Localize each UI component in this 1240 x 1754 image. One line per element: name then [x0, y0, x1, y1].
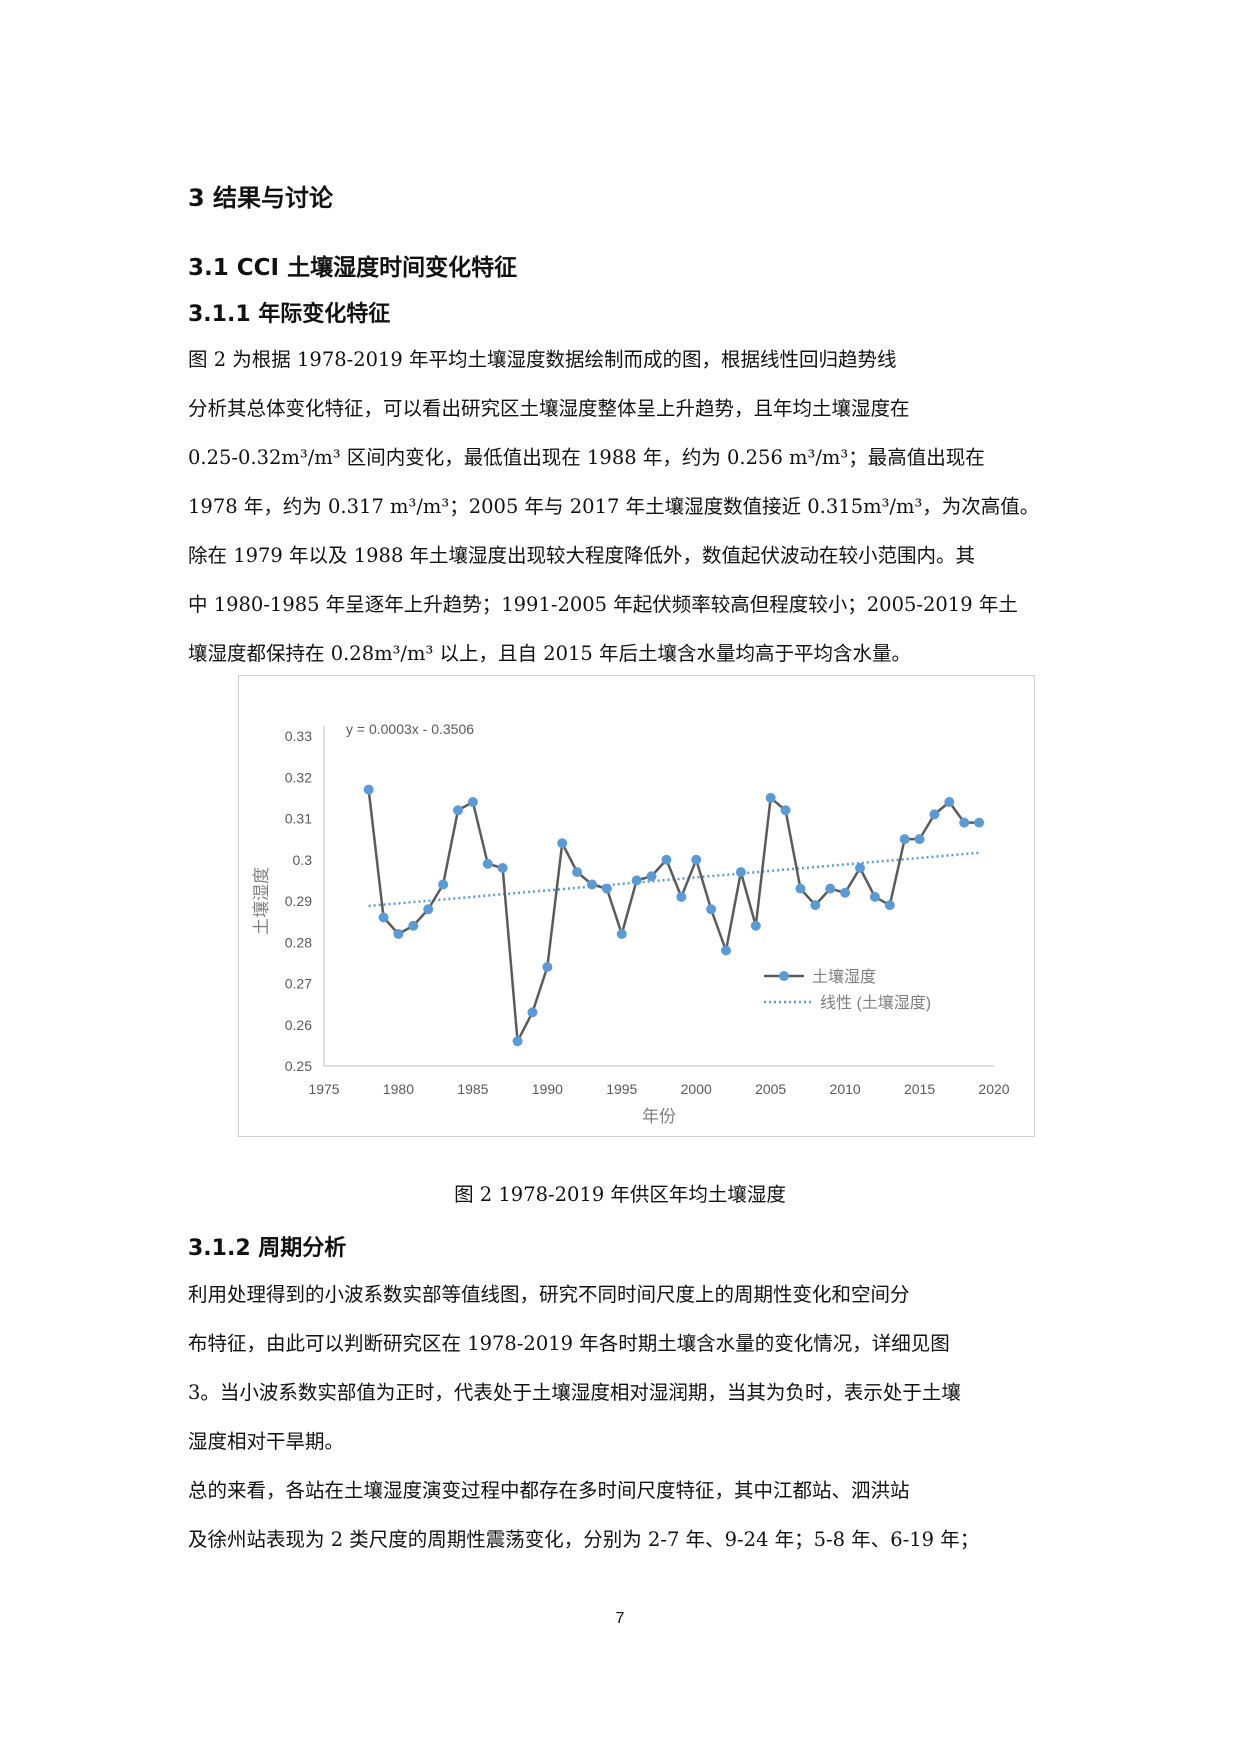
data-point — [467, 797, 478, 807]
paragraph-stations: 总的来看，各站在土壤湿度演变过程中都存在多时间尺度特征，其中江都站、泗洪站 及徐… — [188, 1466, 1058, 1564]
subsubsection-heading-interannual: 3.1.1 年际变化特征 — [188, 302, 391, 327]
subsubsection-heading-period: 3.1.2 周期分析 — [188, 1236, 347, 1261]
y-tick-label: 0.28 — [285, 934, 312, 950]
paragraph-line: 湿度相对干旱期。 — [188, 1430, 345, 1453]
data-point — [944, 797, 955, 807]
y-tick-label: 0.25 — [285, 1058, 312, 1074]
data-point — [929, 809, 940, 820]
paragraph-wavelet: 利用处理得到的小波系数实部等值线图，研究不同时间尺度上的周期性变化和空间分 布特… — [188, 1270, 1058, 1466]
y-tick-label: 0.26 — [285, 1017, 312, 1033]
data-point — [542, 962, 553, 972]
data-point — [855, 863, 865, 873]
paragraph-line: 中 1980-1985 年呈逐年上升趋势；1991-2005 年起伏频率较高但程… — [188, 593, 1018, 616]
data-point — [378, 912, 389, 923]
data-point — [765, 792, 776, 803]
data-point — [393, 929, 404, 939]
paragraph-interannual: 图 2 为根据 1978-2019 年平均土壤湿度数据绘制而成的图，根据线性回归… — [188, 335, 1058, 678]
y-tick-label: 0.27 — [285, 976, 312, 992]
data-point — [601, 883, 612, 894]
data-point — [587, 879, 597, 890]
x-tick-label: 1995 — [606, 1081, 637, 1097]
subsection-heading: 3.1 CCI 土壤湿度时间变化特征 — [188, 255, 518, 281]
data-point — [795, 883, 806, 894]
x-tick-label: 2015 — [904, 1081, 935, 1097]
data-point — [557, 838, 568, 849]
paragraph-line: 分析其总体变化特征，可以看出研究区土壤湿度整体呈上升趋势，且年均土壤湿度在 — [188, 397, 910, 420]
legend-marker-soil-moisture — [779, 971, 789, 981]
data-point — [527, 1007, 538, 1018]
paragraph-line: 除在 1979 年以及 1988 年土壤湿度出现较大程度降低外，数值起伏波动在较… — [188, 544, 976, 567]
figure-caption: 图 2 1978-2019 年供区年均土壤湿度 — [454, 1183, 786, 1206]
paragraph-line: 1978 年，约为 0.317 m³/m³；2005 年与 2017 年土壤湿度… — [188, 495, 1040, 518]
paragraph-line: 及徐州站表现为 2 类尺度的周期性震荡变化，分别为 2-7 年、9-24 年；5… — [188, 1528, 980, 1551]
data-point — [572, 867, 583, 878]
data-point — [974, 817, 985, 828]
data-point — [780, 805, 791, 816]
data-point — [616, 929, 627, 939]
paragraph-line: 利用处理得到的小波系数实部等值线图，研究不同时间尺度上的周期性变化和空间分 — [188, 1283, 910, 1306]
data-point — [735, 867, 746, 878]
y-tick-label: 0.32 — [285, 769, 312, 785]
data-point — [959, 817, 970, 828]
x-tick-label: 1985 — [457, 1081, 488, 1097]
data-point — [482, 858, 493, 869]
data-point — [721, 945, 731, 956]
data-point — [676, 891, 687, 902]
data-point — [512, 1036, 523, 1047]
data-point — [453, 805, 463, 816]
data-point — [884, 900, 895, 911]
data-point — [706, 904, 717, 915]
x-tick-label: 2020 — [978, 1081, 1009, 1097]
data-point — [810, 900, 821, 911]
paragraph-line: 布特征，由此可以判断研究区在 1978-2019 年各时期土壤含水量的变化情况，… — [188, 1332, 950, 1355]
line-chart: 0.25 0.26 0.27 0.28 0.29 0.3 0.31 0.32 0.33 1975 1… — [251, 721, 1010, 1126]
x-axis-title: 年份 — [642, 1107, 676, 1126]
data-point — [423, 904, 434, 915]
page-number: 7 — [615, 1610, 625, 1627]
x-tick-label: 1980 — [383, 1081, 414, 1097]
data-point — [661, 854, 672, 865]
figure-2-chart: 0.25 0.26 0.27 0.28 0.29 0.3 0.31 0.32 0.33 1975 1… — [238, 675, 1035, 1137]
y-tick-label: 0.31 — [285, 811, 312, 827]
paragraph-line: 图 2 为根据 1978-2019 年平均土壤湿度数据绘制而成的图，根据线性回归… — [188, 348, 897, 371]
data-point — [363, 784, 374, 795]
paragraph-line: 0.25-0.32m³/m³ 区间内变化，最低值出现在 1988 年，约为 0.… — [188, 446, 985, 469]
y-tick-label: 0.29 — [285, 893, 312, 909]
legend-label-soil-moisture: 土壤湿度 — [812, 967, 876, 986]
x-tick-label: 2010 — [830, 1081, 861, 1097]
x-tick-label: 1990 — [532, 1081, 563, 1097]
x-tick-label: 1975 — [308, 1081, 339, 1097]
y-tick-label: 0.3 — [293, 852, 313, 868]
x-tick-label: 2000 — [681, 1081, 712, 1097]
paragraph-line: 总的来看，各站在土壤湿度演变过程中都存在多时间尺度特征，其中江都站、泗洪站 — [188, 1479, 910, 1502]
data-point — [438, 879, 449, 890]
data-point — [914, 834, 925, 845]
data-point — [408, 920, 419, 931]
data-point — [631, 875, 642, 886]
data-point — [497, 863, 508, 873]
section-heading: 3 结果与讨论 — [188, 184, 334, 212]
data-point — [646, 871, 657, 882]
paragraph-line: 壤湿度都保持在 0.28m³/m³ 以上，且自 2015 年后土壤含水量均高于平… — [188, 642, 912, 665]
trendline-equation: y = 0.0003x - 0.3506 — [346, 721, 474, 737]
y-tick-label: 0.33 — [285, 728, 312, 744]
data-point — [825, 883, 836, 894]
data-point — [750, 920, 761, 931]
x-tick-label: 2005 — [755, 1081, 786, 1097]
data-point — [869, 891, 880, 902]
y-axis-title: 土壤湿度 — [251, 867, 271, 935]
legend-label-linear: 线性 (土壤湿度) — [820, 993, 931, 1012]
paragraph-line: 3。当小波系数实部值为正时，代表处于土壤湿度相对湿润期，当其为负时，表示处于土壤 — [188, 1381, 961, 1404]
data-point — [840, 887, 851, 898]
data-point — [899, 834, 910, 845]
data-point — [691, 854, 702, 865]
